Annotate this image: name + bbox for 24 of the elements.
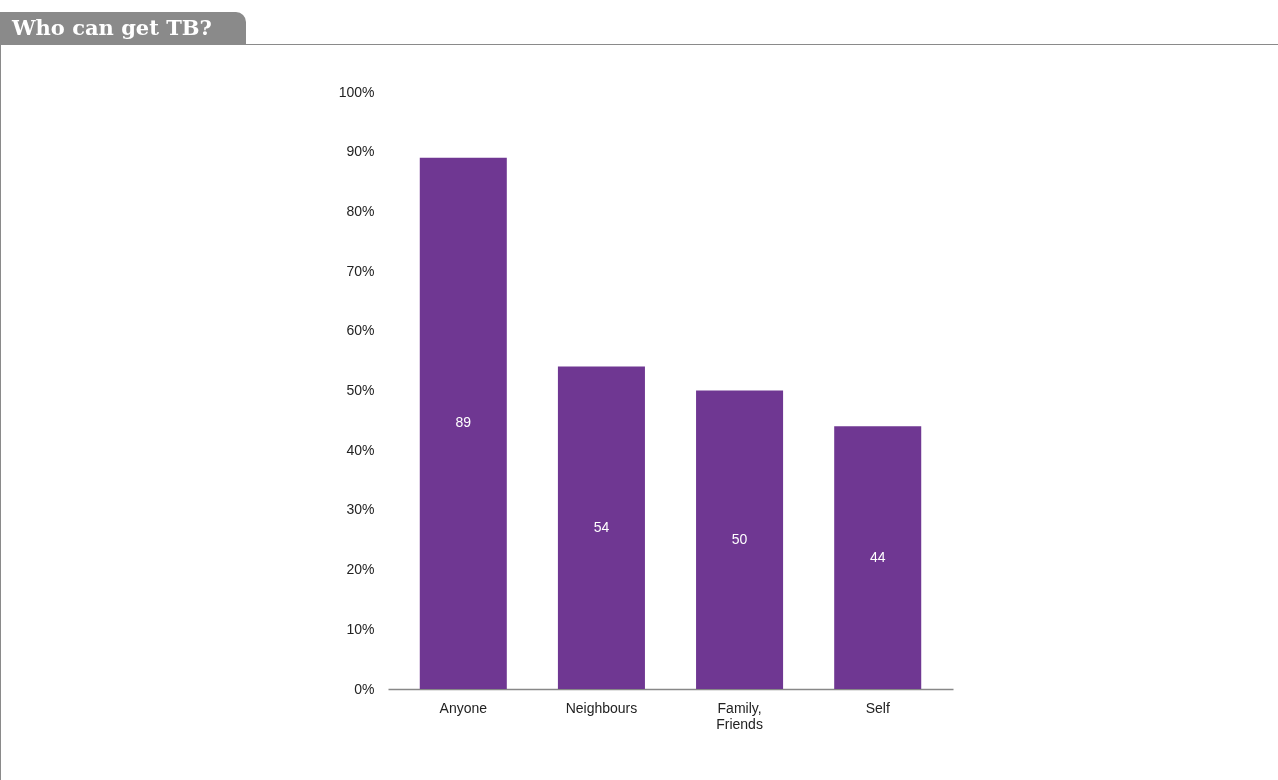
y-tick-label: 0% xyxy=(354,680,375,697)
x-tick-label: Self xyxy=(865,699,890,716)
bar xyxy=(419,157,507,689)
y-tick-label: 40% xyxy=(346,441,375,458)
y-tick-label: 90% xyxy=(346,143,375,160)
data-label: 54 xyxy=(593,518,610,535)
y-tick-label: 70% xyxy=(346,262,375,279)
y-tick-label: 20% xyxy=(346,561,375,578)
y-tick-label: 30% xyxy=(346,501,375,518)
x-tick-label: Anyone xyxy=(439,699,488,716)
bar xyxy=(834,426,922,689)
y-tick-label: 100% xyxy=(338,83,375,100)
text: Who can get TB? xyxy=(0,12,246,44)
bar xyxy=(696,390,784,689)
y-tick-label: 10% xyxy=(346,620,375,637)
data-label: 50 xyxy=(731,530,748,547)
x-tick-label: Family, Friends xyxy=(716,699,763,732)
x-tick-label: Neighbours xyxy=(565,699,638,716)
data-label: 44 xyxy=(869,548,886,565)
data-label: 89 xyxy=(455,414,472,431)
y-tick-label: 80% xyxy=(346,202,375,219)
bar xyxy=(557,366,645,689)
y-tick-label: 50% xyxy=(346,382,375,398)
y-tick-label: 60% xyxy=(346,322,375,339)
